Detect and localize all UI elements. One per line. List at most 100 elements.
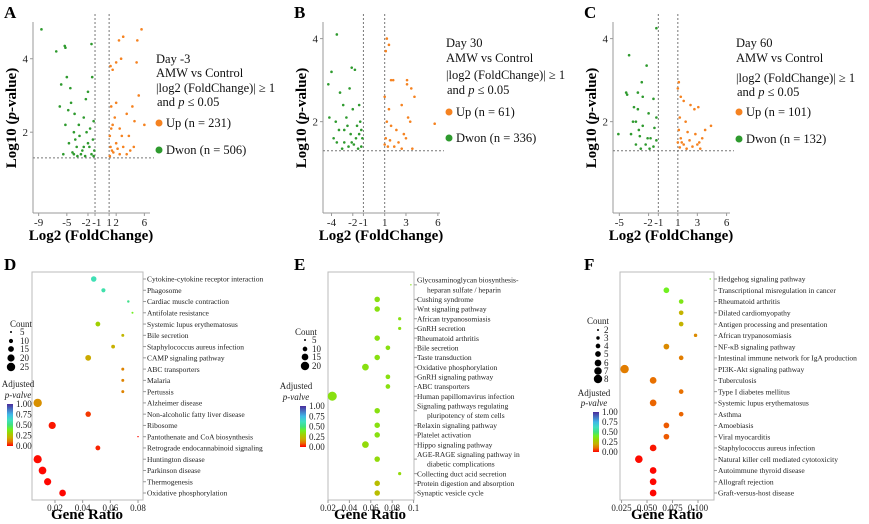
x-tick-label: -1 xyxy=(654,217,663,229)
pathway-label: Hippo signaling pathway xyxy=(417,440,493,449)
down-regulated-point xyxy=(352,143,356,146)
x-tick-label: -2 xyxy=(82,217,91,229)
down-regulated-point xyxy=(641,95,645,99)
down-regulated-point xyxy=(647,112,650,115)
legend-day: Day -3 xyxy=(156,52,190,66)
up-regulated-point xyxy=(682,143,685,146)
pathway-dot xyxy=(398,326,402,330)
down-regulated-point xyxy=(359,145,363,148)
up-regulated-point xyxy=(697,141,701,144)
down-regulated-point xyxy=(634,120,638,123)
down-regulated-point xyxy=(639,147,643,150)
pathway-dot xyxy=(362,441,369,448)
legend-down-label: Dwon (n = 336) xyxy=(456,131,536,145)
legend-up-marker xyxy=(155,119,163,127)
pathway-dot xyxy=(374,480,380,487)
down-regulated-point xyxy=(65,75,69,79)
down-regulated-point xyxy=(342,141,346,144)
x-tick-label: -5 xyxy=(615,217,625,229)
down-regulated-point xyxy=(355,124,359,128)
pathway-label: Transcriptional misregulation in cancer xyxy=(718,286,836,295)
p-value-colorbar xyxy=(7,404,13,446)
count-legend-label: 10 xyxy=(20,336,30,346)
down-regulated-point xyxy=(328,116,331,119)
pathway-label: Antifolate resistance xyxy=(147,308,210,317)
up-regulated-point xyxy=(135,61,138,64)
up-regulated-point xyxy=(680,141,684,144)
up-regulated-point xyxy=(136,39,139,42)
up-regulated-point xyxy=(397,141,400,144)
pathway-dot xyxy=(649,467,657,474)
colorbar-tick-label: 0.25 xyxy=(309,432,325,442)
legend-up-label: Up (n = 61) xyxy=(456,105,515,119)
count-legend-dot xyxy=(300,361,310,371)
colorbar-tick-label: 0.25 xyxy=(16,431,32,441)
down-regulated-point xyxy=(86,141,90,145)
up-regulated-point xyxy=(114,61,118,64)
pathway-label: Type I diabetes mellitus xyxy=(718,387,790,396)
down-regulated-point xyxy=(652,97,655,101)
down-regulated-point xyxy=(91,138,95,141)
x-tick-label: 0.08 xyxy=(384,503,400,513)
x-axis-label: Gene Ratio xyxy=(631,507,703,523)
down-regulated-point xyxy=(350,141,354,144)
down-regulated-point xyxy=(632,105,636,109)
pathway-dot xyxy=(90,276,97,282)
colorbar-tick-label: 1.00 xyxy=(16,399,32,409)
pathway-dot xyxy=(121,367,125,371)
count-legend-dot xyxy=(7,354,15,362)
up-regulated-point xyxy=(120,134,124,138)
down-regulated-point xyxy=(625,93,629,96)
up-regulated-point xyxy=(121,35,125,38)
down-regulated-point xyxy=(354,136,358,140)
down-regulated-point xyxy=(64,123,67,127)
up-regulated-point xyxy=(677,80,681,84)
up-regulated-point xyxy=(143,123,146,127)
panel-letter: E xyxy=(294,255,305,274)
up-regulated-point xyxy=(108,134,112,138)
pathway-label-line1: Glycosaminoglycan biosynthesis- xyxy=(417,276,519,285)
down-regulated-point xyxy=(332,136,335,140)
down-regulated-point xyxy=(346,124,349,128)
legend-criteria: |log2 (FoldChange)| ≥ 1 xyxy=(446,68,565,82)
pathway-label: Rheumatoid arthritis xyxy=(718,297,780,306)
x-tick-label: 1 xyxy=(106,217,112,229)
x-tick-label: -1 xyxy=(359,217,368,229)
up-regulated-point xyxy=(118,152,121,156)
pathway-label: Ribosome xyxy=(147,421,178,430)
pathway-dot xyxy=(374,432,380,438)
down-regulated-point xyxy=(330,70,333,74)
legend-down-marker xyxy=(445,134,453,142)
x-tick-label: 6 xyxy=(435,217,441,229)
pathway-dot xyxy=(38,466,47,475)
down-regulated-point xyxy=(646,136,649,140)
pathway-label: Systemic lupus erythematosus xyxy=(147,320,238,329)
down-regulated-point xyxy=(356,147,360,150)
pathway-label-line2: pluripotency of stem cells xyxy=(427,411,505,420)
x-tick-label: 0.04 xyxy=(75,503,91,513)
up-regulated-point xyxy=(678,116,682,119)
pathway-dot xyxy=(649,399,657,407)
down-regulated-point xyxy=(86,90,90,94)
pathway-dot xyxy=(649,478,657,486)
up-regulated-point xyxy=(409,87,413,90)
up-regulated-point xyxy=(411,147,414,150)
panel-letter: F xyxy=(584,255,594,274)
criteria-part: and xyxy=(447,83,468,97)
pathway-dot xyxy=(385,374,391,380)
count-legend-title: Count xyxy=(10,319,33,329)
down-regulated-point xyxy=(335,141,339,144)
pathway-label: Bile secretion xyxy=(417,343,459,352)
colorbar-tick-label: 1.00 xyxy=(309,401,325,411)
pathway-dot xyxy=(678,355,684,361)
y-tick-label: 4 xyxy=(23,54,29,66)
x-tick-label: 1 xyxy=(382,217,388,229)
up-regulated-point xyxy=(395,128,398,132)
count-legend-dot xyxy=(302,346,308,352)
pathway-dot xyxy=(101,288,106,293)
down-regulated-point xyxy=(645,64,648,67)
up-regulated-point xyxy=(679,95,683,99)
up-regulated-point xyxy=(703,128,707,132)
pathway-label: Relaxin signaling pathway xyxy=(417,421,497,430)
